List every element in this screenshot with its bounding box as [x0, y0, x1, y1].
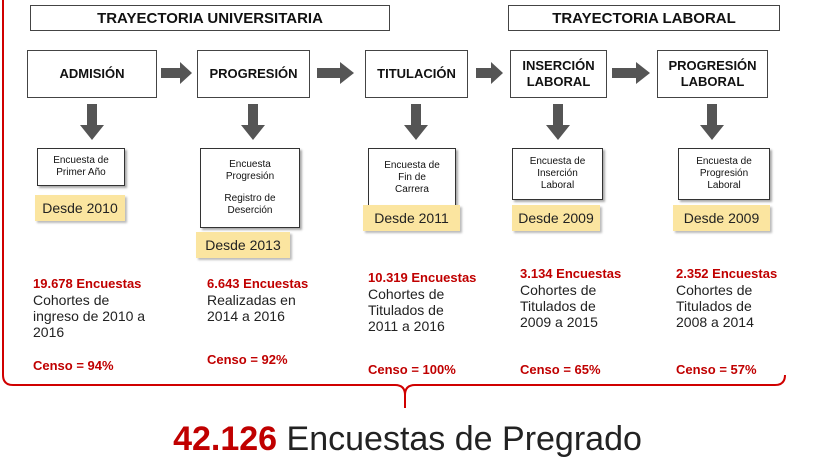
since-label: Desde 2010 [35, 195, 125, 221]
stage-name: ADMISIÓN [59, 66, 125, 81]
count: 3.134 Encuestas [520, 266, 622, 281]
description-line: Cohortes de [676, 282, 753, 298]
survey-line: Laboral [540, 180, 575, 191]
survey-line: Registro de [224, 193, 276, 204]
survey-line: Primer Año [56, 167, 106, 178]
survey-box: Encuesta de Inserción Laboral [512, 148, 603, 200]
description-line: Titulados de [520, 298, 596, 314]
censo: Censo = 100% [368, 362, 456, 377]
stage-name: LABORAL [680, 74, 745, 89]
stage-box: INSERCIÓN LABORAL [510, 50, 607, 98]
survey-line: Encuesta de [384, 160, 440, 171]
total-text: Encuestas de Pregrado [286, 420, 642, 458]
survey-line: Encuesta de [53, 155, 109, 166]
survey-box: Encuesta de Fin de Carrera [368, 148, 456, 208]
survey-line: Deserción [227, 205, 273, 216]
stage-box: PROGRESIÓN [197, 50, 310, 98]
count: 19.678 Encuestas [33, 276, 142, 291]
header: TRAYECTORIA LABORAL [508, 5, 780, 31]
stage-box: ADMISIÓN [27, 50, 157, 98]
survey-line: Carrera [395, 184, 429, 195]
description-line: Titulados de [368, 302, 444, 318]
stats: 19.678 Encuestas Cohortes de ingreso de 20… [33, 276, 163, 340]
survey-group: Encuesta Progresión [226, 159, 274, 183]
stats: 6.643 Encuestas Realizadas en 2014 a 2016 [207, 276, 337, 324]
since-label: Desde 2011 [363, 205, 460, 231]
survey-line: Encuesta de [696, 156, 752, 167]
survey-group: Registro de Deserción [224, 193, 275, 217]
brace [2, 0, 786, 408]
stage-box: TITULACIÓN [365, 50, 468, 98]
description-line: Cohortes de [520, 282, 597, 298]
since-label: Desde 2013 [196, 232, 290, 258]
survey-box: Encuesta de Progresión Laboral [678, 148, 770, 200]
description-line: Realizadas en [207, 292, 296, 308]
description-line: 2016 [33, 324, 65, 340]
count: 10.319 Encuestas [368, 270, 477, 285]
since-label: Desde 2009 [512, 205, 600, 231]
description-line: 2008 a 2014 [676, 314, 754, 330]
description-line: Cohortes de [368, 286, 445, 302]
censo: Censo = 57% [676, 362, 757, 377]
count: 2.352 Encuestas [676, 266, 778, 281]
survey-box: Encuesta de Primer Año [37, 148, 125, 186]
survey-group: Encuesta de Fin de Carrera [384, 160, 440, 196]
survey-line: Fin de [398, 172, 426, 183]
stage-name: PROGRESIÓN [209, 66, 298, 81]
survey-group: Encuesta de Primer Año [53, 155, 109, 179]
survey-group: Encuesta de Progresión Laboral [696, 156, 752, 192]
since-label: Desde 2009 [673, 205, 770, 231]
survey-group: Encuesta de Inserción Laboral [530, 156, 586, 192]
stage-name: LABORAL [526, 74, 591, 89]
survey-box: Encuesta Progresión Registro de Deserción [200, 148, 300, 228]
survey-line: Progresión [225, 171, 275, 182]
stage-name: TITULACIÓN [377, 66, 456, 81]
count: 6.643 Encuestas [207, 276, 309, 291]
down-arrows [80, 104, 724, 140]
description-line: Cohortes de [33, 292, 110, 308]
description-line: ingreso de 2010 a [33, 308, 146, 324]
survey-line: Encuesta de [529, 156, 586, 167]
censo: Censo = 94% [33, 358, 114, 373]
description-line: 2009 a 2015 [520, 314, 598, 330]
survey-line: Encuesta [229, 159, 271, 170]
description-line: 2011 a 2016 [368, 318, 445, 334]
stage-box: PROGRESIÓN LABORAL [657, 50, 768, 98]
stats: 3.134 Encuestas Cohortes de Titulados de 20… [520, 266, 650, 330]
stage-name: PROGRESIÓN [668, 58, 757, 73]
survey-line: Laboral [707, 180, 741, 191]
survey-line: Progresión [699, 168, 749, 179]
total-number: 42.126 [173, 420, 278, 458]
censo: Censo = 65% [520, 362, 601, 377]
description-line: Titulados de [676, 298, 752, 314]
description-line: 2014 a 2016 [207, 308, 285, 324]
arrows [161, 62, 650, 84]
header: TRAYECTORIA UNIVERSITARIA [30, 5, 390, 31]
stage-name: INSERCIÓN [522, 58, 595, 73]
survey-line: Inserción [537, 168, 578, 179]
total: 42.126 Encuestas de Pregrado [0, 420, 815, 459]
censo: Censo = 92% [207, 352, 288, 367]
stats: 10.319 Encuestas Cohortes de Titulados de 2… [368, 270, 498, 334]
stats: 2.352 Encuestas Cohortes de Titulados de 20… [676, 266, 806, 330]
